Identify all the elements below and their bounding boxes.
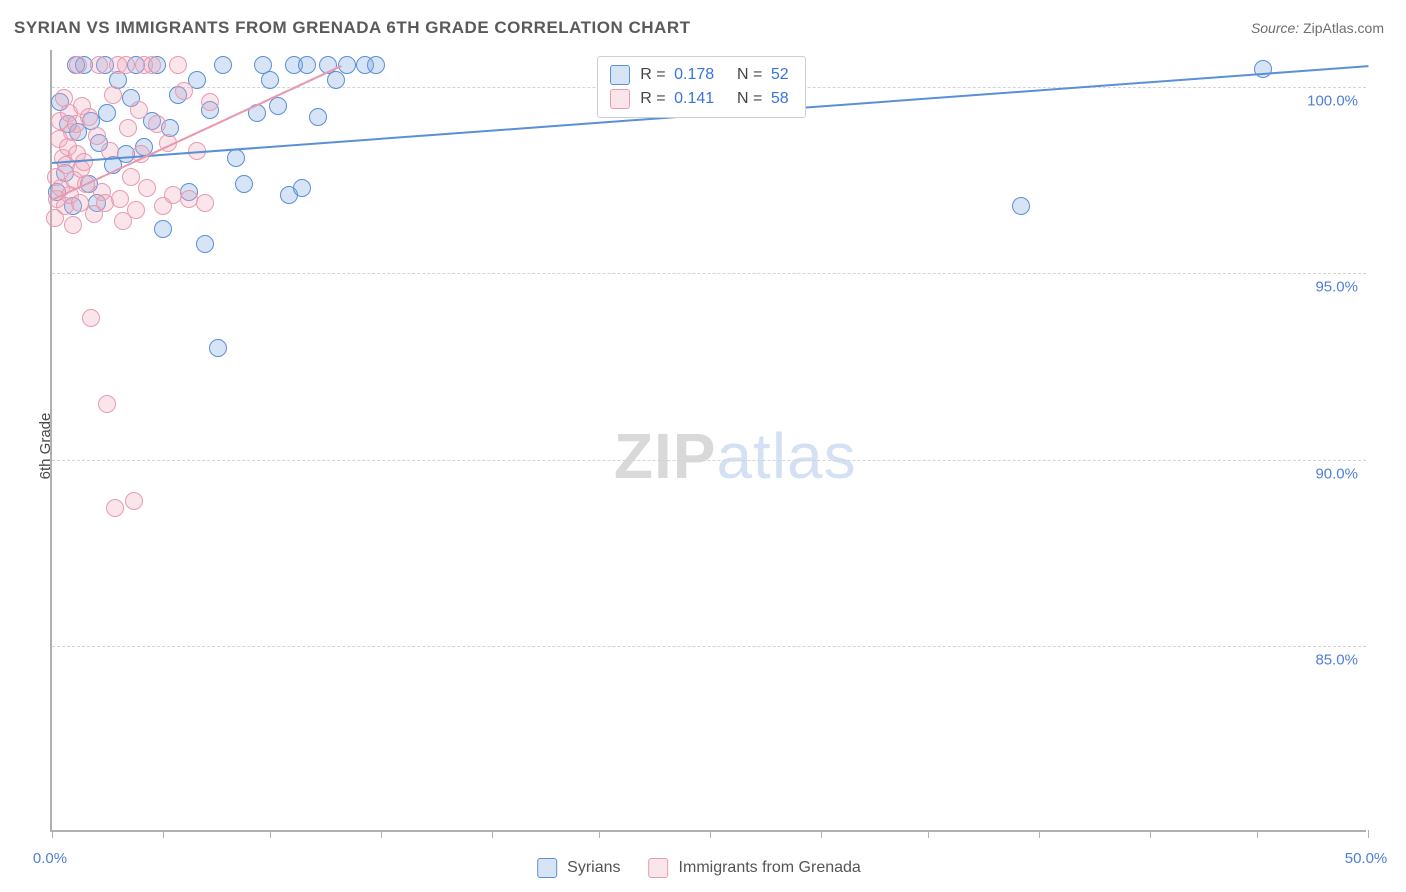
legend-swatch xyxy=(610,65,630,85)
data-point xyxy=(98,395,116,413)
y-tick-label: 95.0% xyxy=(1315,279,1358,296)
data-point xyxy=(90,56,108,74)
data-point xyxy=(130,101,148,119)
data-point xyxy=(143,56,161,74)
data-point xyxy=(111,190,129,208)
legend-row: R = 0.178 N = 52 xyxy=(610,63,792,87)
r-label: R = 0.178 xyxy=(640,66,718,84)
watermark-zip: ZIP xyxy=(614,420,717,492)
x-tick xyxy=(1039,830,1040,838)
source-credit: Source: ZipAtlas.com xyxy=(1251,20,1384,36)
x-tick xyxy=(710,830,711,838)
data-point xyxy=(82,309,100,327)
legend-swatch xyxy=(537,858,557,878)
data-point xyxy=(298,56,316,74)
x-tick xyxy=(1257,830,1258,838)
x-tick xyxy=(599,830,600,838)
x-tick-label: 0.0% xyxy=(33,850,67,867)
data-point xyxy=(309,108,327,126)
r-label: R = 0.141 xyxy=(640,90,718,108)
y-tick-label: 85.0% xyxy=(1315,651,1358,668)
data-point xyxy=(119,119,137,137)
data-point xyxy=(69,56,87,74)
x-tick xyxy=(163,830,164,838)
data-point xyxy=(98,104,116,122)
data-point xyxy=(214,56,232,74)
data-point xyxy=(367,56,385,74)
chart-title: SYRIAN VS IMMIGRANTS FROM GRENADA 6TH GR… xyxy=(14,18,691,38)
legend-label: Immigrants from Grenada xyxy=(679,859,861,877)
data-point xyxy=(293,179,311,197)
y-tick-label: 100.0% xyxy=(1307,93,1358,110)
data-point xyxy=(175,82,193,100)
data-point xyxy=(127,201,145,219)
data-point xyxy=(117,56,135,74)
data-point xyxy=(122,168,140,186)
x-tick-label: 50.0% xyxy=(1345,850,1388,867)
data-point xyxy=(104,86,122,104)
source-label: Source: xyxy=(1251,20,1299,36)
data-point xyxy=(196,194,214,212)
x-tick xyxy=(1368,830,1369,838)
watermark-atlas: atlas xyxy=(716,420,856,492)
n-label: N = 52 xyxy=(728,66,792,84)
x-tick xyxy=(821,830,822,838)
x-tick xyxy=(381,830,382,838)
source-value: ZipAtlas.com xyxy=(1303,20,1384,36)
plot-area: ZIPatlas 85.0% 90.0% 95.0% 100.0% R = 0.178 … xyxy=(50,50,1366,832)
x-tick xyxy=(1150,830,1151,838)
x-tick xyxy=(928,830,929,838)
watermark: ZIPatlas xyxy=(614,419,857,493)
legend-label: Syrians xyxy=(567,859,620,877)
data-point xyxy=(125,492,143,510)
data-point xyxy=(148,115,166,133)
series-legend: Syrians Immigrants from Grenada xyxy=(537,858,879,878)
data-point xyxy=(64,216,82,234)
gridline-h xyxy=(52,273,1366,274)
data-point xyxy=(1012,197,1030,215)
data-point xyxy=(88,127,106,145)
data-point xyxy=(154,220,172,238)
data-point xyxy=(201,93,219,111)
legend-swatch xyxy=(649,858,669,878)
gridline-h xyxy=(52,460,1366,461)
x-tick xyxy=(52,830,53,838)
correlation-legend: R = 0.178 N = 52R = 0.141 N = 58 xyxy=(597,56,805,118)
y-tick-label: 90.0% xyxy=(1315,465,1358,482)
data-point xyxy=(261,71,279,89)
data-point xyxy=(196,235,214,253)
legend-row: R = 0.141 N = 58 xyxy=(610,87,792,111)
data-point xyxy=(209,339,227,357)
x-tick xyxy=(270,830,271,838)
data-point xyxy=(327,71,345,89)
gridline-h xyxy=(52,646,1366,647)
data-point xyxy=(169,56,187,74)
data-point xyxy=(138,179,156,197)
data-point xyxy=(106,499,124,517)
n-label: N = 58 xyxy=(728,90,792,108)
x-tick xyxy=(492,830,493,838)
data-point xyxy=(227,149,245,167)
data-point xyxy=(269,97,287,115)
legend-swatch xyxy=(610,89,630,109)
data-point xyxy=(80,108,98,126)
data-point xyxy=(235,175,253,193)
